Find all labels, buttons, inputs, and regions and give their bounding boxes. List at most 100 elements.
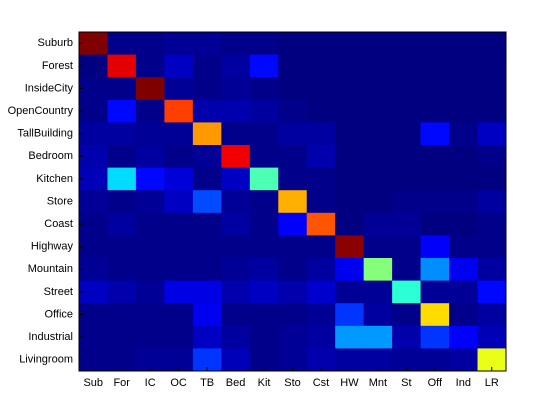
cell <box>221 145 251 169</box>
cell <box>477 258 507 282</box>
cell <box>164 190 194 214</box>
x-tick-label: Mnt <box>369 377 387 389</box>
cell <box>335 122 365 146</box>
cell <box>249 99 279 123</box>
x-tick-label: Sto <box>284 377 301 389</box>
cell <box>79 258 108 282</box>
x-tick-label: For <box>113 377 130 389</box>
cell <box>392 122 422 146</box>
cell <box>335 145 365 169</box>
cell <box>164 77 194 101</box>
cell <box>420 122 450 146</box>
cell <box>420 54 450 78</box>
cell <box>164 122 194 146</box>
cell <box>449 325 479 349</box>
cell <box>477 303 507 327</box>
x-tick-label: HW <box>340 377 359 389</box>
cell <box>192 212 222 236</box>
cell <box>192 77 222 101</box>
cell <box>420 303 450 327</box>
cell <box>249 280 279 304</box>
y-tick-label: TallBuilding <box>17 128 73 140</box>
cell <box>392 280 422 304</box>
cell <box>221 190 251 214</box>
cell <box>249 167 279 191</box>
cell <box>107 145 137 169</box>
cell <box>306 280 336 304</box>
cell <box>306 167 336 191</box>
cell <box>249 348 279 372</box>
y-tick-label: OpenCountry <box>8 105 74 117</box>
cell <box>449 54 479 78</box>
cell <box>449 145 479 169</box>
cell <box>107 122 137 146</box>
cell <box>477 325 507 349</box>
cell <box>107 303 137 327</box>
cell <box>335 77 365 101</box>
cell <box>363 280 393 304</box>
cell <box>249 54 279 78</box>
cell <box>107 325 137 349</box>
cell <box>79 212 108 236</box>
cell <box>164 167 194 191</box>
cell <box>164 99 194 123</box>
cell <box>449 32 479 56</box>
y-tick-label: Highway <box>31 241 74 253</box>
y-tick-label: Coast <box>44 218 73 230</box>
cell <box>278 167 308 191</box>
cell <box>192 167 222 191</box>
cell <box>363 212 393 236</box>
cell <box>192 99 222 123</box>
cell <box>135 325 165 349</box>
cell <box>192 145 222 169</box>
cell <box>278 348 308 372</box>
cell <box>306 122 336 146</box>
cell <box>79 99 108 123</box>
cell <box>221 32 251 56</box>
cell <box>164 280 194 304</box>
x-tick-label: Cst <box>313 377 330 389</box>
cell <box>249 190 279 214</box>
cell <box>363 122 393 146</box>
cell <box>335 212 365 236</box>
cell <box>79 32 108 56</box>
cell <box>221 212 251 236</box>
cell <box>278 122 308 146</box>
x-tick-label: Off <box>428 377 443 389</box>
cell <box>449 212 479 236</box>
cell <box>449 280 479 304</box>
cell <box>335 258 365 282</box>
cell <box>335 235 365 259</box>
cell <box>335 190 365 214</box>
x-tick-label: Ind <box>456 377 471 389</box>
cell <box>278 235 308 259</box>
cell <box>392 32 422 56</box>
cell <box>363 145 393 169</box>
cell <box>79 122 108 146</box>
cell <box>135 303 165 327</box>
cell <box>363 325 393 349</box>
cell <box>79 145 108 169</box>
cell <box>477 122 507 146</box>
cell <box>135 348 165 372</box>
cell <box>164 32 194 56</box>
cell <box>363 348 393 372</box>
cell <box>392 190 422 214</box>
cell <box>449 77 479 101</box>
cell <box>449 122 479 146</box>
cell <box>107 190 137 214</box>
cell <box>420 235 450 259</box>
cell <box>477 145 507 169</box>
cell <box>79 77 108 101</box>
cell <box>392 348 422 372</box>
cell <box>249 235 279 259</box>
cell <box>192 122 222 146</box>
y-tick-label: Suburb <box>38 37 73 49</box>
cell <box>107 235 137 259</box>
cell <box>420 32 450 56</box>
cell <box>278 32 308 56</box>
cell <box>135 190 165 214</box>
cell <box>249 32 279 56</box>
cell <box>420 77 450 101</box>
y-tick-label: Store <box>47 195 73 207</box>
